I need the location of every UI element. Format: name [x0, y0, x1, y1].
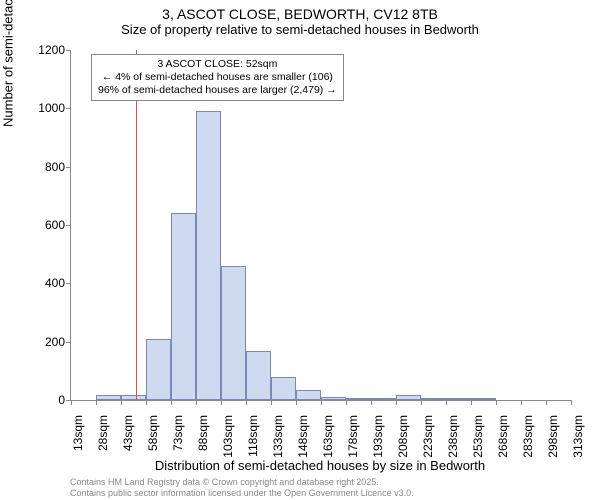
- y-axis-label: Number of semi-detached properties: [1, 0, 16, 127]
- x-tick-mark: [121, 400, 122, 405]
- x-tick-mark: [146, 400, 147, 405]
- annotation-line: 3 ASCOT CLOSE: 52sqm: [98, 58, 337, 71]
- y-tick-label: 200: [21, 335, 65, 349]
- x-tick-mark: [521, 400, 522, 405]
- x-tick-label: 28sqm: [96, 415, 108, 461]
- histogram-bar: [471, 398, 496, 400]
- y-tick-mark: [66, 108, 71, 109]
- y-tick-mark: [66, 50, 71, 51]
- histogram-bar: [346, 398, 371, 400]
- x-tick-mark: [71, 400, 72, 405]
- y-tick-label: 400: [21, 276, 65, 290]
- x-tick-mark: [371, 400, 372, 405]
- x-tick-label: 103sqm: [221, 415, 233, 461]
- histogram-bar: [271, 377, 296, 400]
- x-tick-label: 268sqm: [496, 415, 508, 461]
- x-tick-mark: [546, 400, 547, 405]
- histogram-bar: [321, 397, 346, 401]
- x-tick-label: 13sqm: [71, 415, 83, 461]
- x-tick-label: 223sqm: [421, 415, 433, 461]
- y-tick-label: 1200: [21, 43, 65, 57]
- footer-line: Contains public sector information licen…: [70, 488, 414, 498]
- annotation-box: 3 ASCOT CLOSE: 52sqm ← 4% of semi-detach…: [91, 54, 344, 101]
- x-tick-label: 298sqm: [546, 415, 558, 461]
- chart-container: 3, ASCOT CLOSE, BEDWORTH, CV12 8TB Size …: [0, 0, 600, 500]
- footer-line: Contains HM Land Registry data © Crown c…: [70, 477, 414, 487]
- annotation-line: 96% of semi-detached houses are larger (…: [98, 84, 337, 97]
- chart-subtitle: Size of property relative to semi-detach…: [0, 22, 600, 41]
- histogram-bar: [121, 395, 146, 400]
- x-tick-label: 208sqm: [396, 415, 408, 461]
- x-tick-mark: [171, 400, 172, 405]
- reference-line: [136, 50, 137, 400]
- histogram-bar: [296, 390, 321, 400]
- x-tick-label: 193sqm: [371, 415, 383, 461]
- y-tick-mark: [66, 283, 71, 284]
- x-tick-label: 283sqm: [521, 415, 533, 461]
- x-tick-label: 133sqm: [271, 415, 283, 461]
- y-tick-mark: [66, 225, 71, 226]
- histogram-bar: [171, 213, 196, 400]
- x-tick-label: 43sqm: [121, 415, 133, 461]
- x-tick-mark: [346, 400, 347, 405]
- y-tick-mark: [66, 167, 71, 168]
- footer-text: Contains HM Land Registry data © Crown c…: [70, 477, 414, 498]
- y-tick-label: 0: [21, 393, 65, 407]
- histogram-bar: [96, 395, 121, 400]
- x-tick-mark: [571, 400, 572, 405]
- x-tick-label: 118sqm: [246, 415, 258, 461]
- y-tick-label: 800: [21, 160, 65, 174]
- x-tick-mark: [196, 400, 197, 405]
- x-tick-mark: [96, 400, 97, 405]
- chart-title: 3, ASCOT CLOSE, BEDWORTH, CV12 8TB: [0, 0, 600, 22]
- y-tick-mark: [66, 342, 71, 343]
- histogram-bar: [446, 398, 471, 400]
- histogram-bar: [396, 395, 421, 400]
- x-tick-mark: [396, 400, 397, 405]
- x-tick-label: 178sqm: [346, 415, 358, 461]
- y-tick-label: 1000: [21, 101, 65, 115]
- annotation-line: ← 4% of semi-detached houses are smaller…: [98, 71, 337, 84]
- x-tick-label: 148sqm: [296, 415, 308, 461]
- x-tick-mark: [496, 400, 497, 405]
- x-tick-mark: [296, 400, 297, 405]
- histogram-bar: [221, 266, 246, 400]
- x-tick-mark: [221, 400, 222, 405]
- x-tick-label: 313sqm: [571, 415, 583, 461]
- x-tick-label: 253sqm: [471, 415, 483, 461]
- x-tick-mark: [471, 400, 472, 405]
- x-tick-mark: [321, 400, 322, 405]
- histogram-bar: [246, 351, 271, 400]
- histogram-bar: [371, 398, 396, 400]
- x-axis-label: Distribution of semi-detached houses by …: [70, 458, 570, 473]
- x-tick-mark: [246, 400, 247, 405]
- y-tick-label: 600: [21, 218, 65, 232]
- x-tick-label: 58sqm: [146, 415, 158, 461]
- x-tick-label: 238sqm: [446, 415, 458, 461]
- x-tick-mark: [421, 400, 422, 405]
- x-tick-label: 163sqm: [321, 415, 333, 461]
- x-tick-label: 88sqm: [196, 415, 208, 461]
- histogram-bar: [146, 339, 171, 400]
- plot-area: 3 ASCOT CLOSE: 52sqm ← 4% of semi-detach…: [70, 50, 571, 401]
- histogram-bar: [421, 398, 446, 400]
- histogram-bar: [196, 111, 221, 400]
- x-tick-label: 73sqm: [171, 415, 183, 461]
- x-tick-mark: [271, 400, 272, 405]
- x-tick-mark: [446, 400, 447, 405]
